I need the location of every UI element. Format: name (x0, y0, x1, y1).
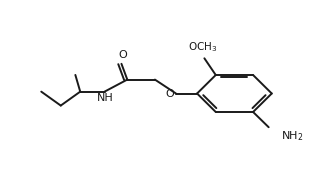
Text: OCH$_3$: OCH$_3$ (188, 40, 217, 54)
Text: O: O (119, 50, 127, 60)
Text: O: O (166, 88, 174, 99)
Text: NH: NH (97, 93, 113, 103)
Text: NH$_2$: NH$_2$ (281, 129, 304, 143)
